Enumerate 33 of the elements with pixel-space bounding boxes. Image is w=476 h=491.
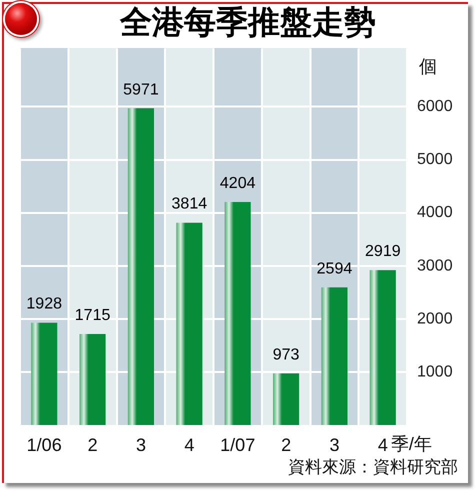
y-tick-label: 3000 [417,257,453,274]
x-axis-title: 季/年 [390,434,432,454]
data-label: 4204 [220,175,256,192]
x-tick-label: 2 [281,434,292,455]
y-tick-label: 5000 [417,151,453,168]
x-tick-label: 4 [378,434,388,455]
bar [31,322,58,425]
x-tick-label: 2 [88,434,98,455]
bar [370,270,396,425]
data-label: 5971 [123,81,159,98]
x-tick-label: 4 [184,434,194,455]
x-tick-label: 1/07 [220,434,256,455]
data-label: 1928 [26,296,62,313]
data-label: 2594 [316,260,352,278]
bar [224,202,251,425]
y-tick-label: 4000 [417,204,453,222]
data-label: 2919 [365,243,401,260]
bar [80,334,106,425]
bar [273,373,300,425]
y-tick-label: 1000 [417,363,453,380]
data-label: 1715 [74,307,110,324]
bar [176,222,202,425]
y-axis-title: 個 [419,56,437,76]
bar [321,287,348,425]
x-tick-label: 3 [329,434,340,455]
y-tick-label: 2000 [417,310,453,328]
data-label: 3814 [172,196,208,213]
y-tick-label: 6000 [417,98,453,116]
x-tick-label: 1/06 [26,434,62,455]
source-note: 資料來源：資料研究部 [288,457,458,476]
data-label: 973 [272,346,300,364]
chart-title: 全港每季推盤走勢 [119,4,376,40]
x-tick-label: 3 [136,434,146,455]
